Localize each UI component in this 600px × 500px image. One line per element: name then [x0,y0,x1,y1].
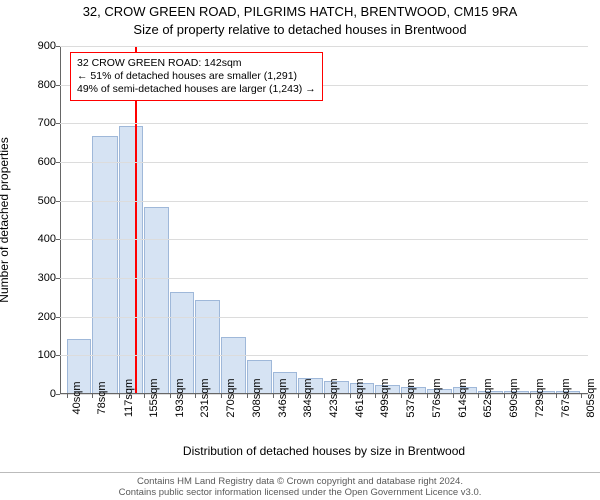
annotation-box: 32 CROW GREEN ROAD: 142sqm ← 51% of deta… [70,52,323,101]
histogram-bar [119,126,144,393]
x-tick-label: 270sqm [221,378,237,417]
y-tick-mark [56,123,60,124]
grid-line [60,355,588,356]
x-tick-label: 40sqm [67,381,83,414]
x-tick-label: 346sqm [273,378,289,417]
x-tick-label: 690sqm [504,378,520,417]
x-tick-label: 729sqm [530,378,546,417]
annot-line-3: 49% of semi-detached houses are larger (… [77,83,316,96]
x-tick-label: 805sqm [581,378,597,417]
annot-line-2: ← 51% of detached houses are smaller (1,… [77,70,316,83]
x-tick-label: 117sqm [119,379,135,417]
y-tick-label: 100 [38,349,56,361]
y-tick-label: 900 [38,40,56,52]
y-tick-label: 800 [38,79,56,91]
y-tick-label: 400 [38,233,56,245]
y-tick-label: 600 [38,156,56,168]
x-tick-label: 576sqm [427,378,443,417]
y-tick-mark [56,239,60,240]
y-tick-mark [56,278,60,279]
grid-line [60,317,588,318]
x-tick-label: 652sqm [478,378,494,417]
x-tick-label: 767sqm [556,378,572,417]
y-tick-label: 200 [38,311,56,323]
annot-line-1: 32 CROW GREEN ROAD: 142sqm [77,57,316,70]
x-tick-label: 384sqm [298,378,314,417]
y-tick-label: 300 [38,272,56,284]
grid-line [60,278,588,279]
x-tick-label: 155sqm [144,378,160,417]
x-tick-label: 308sqm [247,378,263,417]
grid-line [60,162,588,163]
y-tick-label: 700 [38,117,56,129]
grid-line [60,123,588,124]
x-tick-label: 231sqm [195,378,211,417]
y-tick-mark [56,355,60,356]
y-tick-mark [56,162,60,163]
y-tick-mark [56,201,60,202]
x-tick-label: 537sqm [401,378,417,417]
grid-line [60,46,588,47]
grid-line [60,201,588,202]
y-axis-label: Number of detached properties [0,137,11,302]
y-tick-mark [56,85,60,86]
footer-line-1: Contains HM Land Registry data © Crown c… [137,476,463,487]
histogram-bar [144,207,169,393]
page-title-line2: Size of property relative to detached ho… [0,22,600,37]
x-tick-label: 423sqm [324,378,340,417]
y-tick-mark [56,394,60,395]
x-tick-label: 499sqm [375,378,391,417]
x-axis-label: Distribution of detached houses by size … [60,444,588,458]
page-title-line1: 32, CROW GREEN ROAD, PILGRIMS HATCH, BRE… [0,4,600,19]
y-tick-mark [56,317,60,318]
y-tick-mark [56,46,60,47]
x-tick-label: 78sqm [92,381,108,414]
grid-line [60,239,588,240]
x-tick-label: 461sqm [350,378,366,417]
x-tick-label: 614sqm [453,378,469,417]
root: 32, CROW GREEN ROAD, PILGRIMS HATCH, BRE… [0,0,600,500]
footer: Contains HM Land Registry data © Crown c… [0,472,600,498]
footer-line-2: Contains public sector information licen… [119,487,482,498]
x-tick-label: 193sqm [170,378,186,417]
y-tick-label: 500 [38,195,56,207]
